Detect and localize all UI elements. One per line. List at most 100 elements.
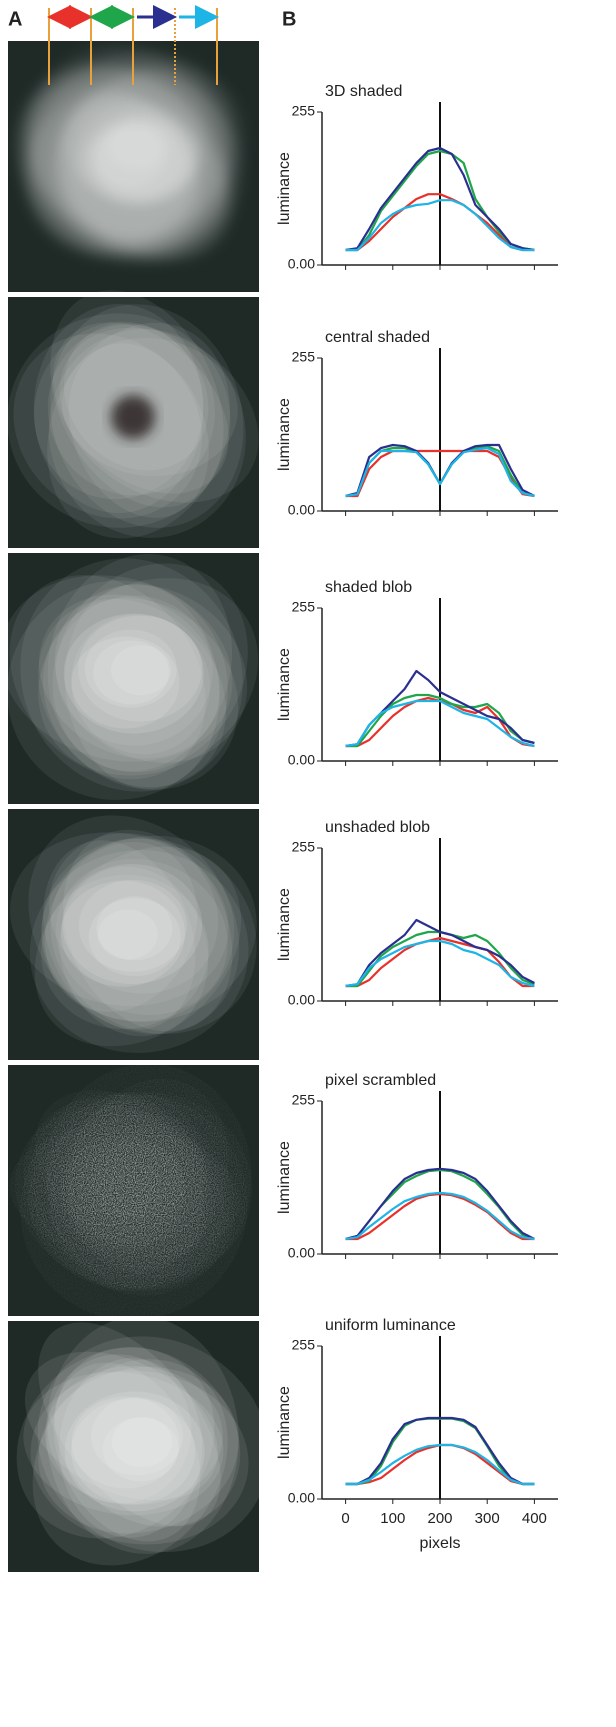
image-background [8, 809, 259, 1060]
blob-layer [34, 846, 242, 1047]
blob-layer [9, 575, 206, 780]
blob-layer [46, 1316, 239, 1554]
blob-core [63, 613, 204, 734]
data-line [345, 1191, 535, 1241]
y-tick-label: 0.00 [288, 752, 315, 768]
data-line [345, 918, 535, 988]
blob-layer [71, 614, 211, 755]
blob-layer [38, 594, 220, 759]
y-tick-label: 255 [292, 1092, 316, 1108]
chart-title: unshaded blob [325, 819, 430, 836]
blob-layer [16, 1347, 215, 1539]
y-tick-label: 255 [292, 103, 316, 119]
y-tick-label: 0.00 [288, 256, 315, 272]
data-line [345, 1443, 535, 1486]
panel-letter: A [8, 8, 22, 30]
chart-title: uniform luminance [325, 1317, 456, 1334]
line-chart: uniform luminance luminance 0.00 255 0 100 200… [276, 1317, 558, 1552]
blob-core [64, 81, 205, 202]
y-tick-label: 0.00 [288, 992, 315, 1008]
stimulus-image [8, 1316, 269, 1572]
x-tick-label: 200 [427, 1510, 452, 1527]
blob-core [93, 640, 170, 705]
blob-layer [54, 1347, 241, 1527]
data-line [345, 1416, 535, 1486]
chart-title: 3D shaded [325, 83, 402, 100]
blob-core [71, 1396, 180, 1489]
line-chart: shaded blob luminance 0.00 255 [276, 579, 558, 768]
blob-layer [41, 835, 257, 1022]
data-line [345, 146, 535, 252]
blob-layer [38, 598, 227, 788]
y-axis-label: luminance [276, 1141, 293, 1214]
y-tick-label: 255 [292, 839, 316, 855]
charts: 3D shaded luminance 0.00 255 central shaded l… [276, 83, 558, 1552]
blob-layer [47, 554, 233, 772]
y-tick-label: 0.00 [288, 502, 315, 518]
blob-layer [41, 874, 209, 1030]
blob-layer [13, 333, 202, 519]
blob-layer [24, 1351, 218, 1501]
blob-layer [38, 578, 259, 776]
x-tick-label: 0 [341, 1510, 349, 1527]
y-axis-label: luminance [276, 398, 293, 471]
blob-core [71, 1398, 196, 1505]
blob-core [61, 880, 186, 987]
chart-title: shaded blob [325, 579, 412, 596]
blob-layer [59, 866, 209, 1037]
blob-layer [47, 1354, 192, 1504]
blob-layer [7, 580, 228, 800]
blob-core [88, 898, 181, 977]
data-line [345, 1167, 535, 1241]
image-background [8, 1321, 259, 1572]
dark-center [111, 395, 155, 439]
stimulus-images [0, 41, 269, 1572]
data-line [345, 693, 535, 748]
y-tick-label: 0.00 [288, 1245, 315, 1261]
blob [16, 1316, 269, 1566]
stimulus-image [8, 809, 259, 1060]
blob-layer [37, 1336, 269, 1553]
y-axis-label: luminance [276, 152, 293, 225]
blob-layer [41, 838, 235, 1022]
y-tick-label: 255 [292, 349, 316, 365]
blob-core [64, 1391, 205, 1512]
blob-layer [53, 1362, 201, 1542]
data-line [345, 1192, 535, 1241]
blob-layer [59, 1358, 203, 1538]
blob-core [78, 879, 187, 972]
stimulus-image [8, 41, 259, 292]
blob-core [111, 1417, 172, 1468]
blob-core [111, 645, 172, 696]
y-axis-label: luminance [276, 648, 293, 721]
data-line [345, 193, 535, 252]
blob-layer [63, 829, 233, 1032]
blob-core [91, 1397, 184, 1476]
blob-layer [38, 1322, 221, 1527]
line-chart: central shaded luminance 0.00 255 [276, 329, 558, 518]
blob-layer [28, 815, 240, 1035]
blob-layer [44, 841, 198, 1012]
blob-layer [30, 1370, 249, 1545]
x-tick-label: 400 [522, 1510, 547, 1527]
blob-layer [49, 833, 219, 994]
blob-core [67, 1126, 208, 1247]
stimulus-image [0, 553, 259, 804]
y-axis-label: luminance [276, 1386, 293, 1459]
chart-title: pixel scrambled [325, 1072, 436, 1089]
blob-layer [54, 584, 248, 763]
line-chart: 3D shaded luminance 0.00 255 [276, 83, 558, 272]
blob-layer [38, 1366, 239, 1534]
blob-layer [20, 558, 243, 792]
blob-layer [32, 1359, 228, 1566]
stimulus-image [7, 290, 259, 548]
data-line [345, 936, 535, 988]
blob-layer [50, 838, 257, 1034]
x-axis-label: pixels [420, 1535, 461, 1552]
data-line [345, 446, 535, 498]
blob-core [78, 615, 203, 722]
blob-core [97, 909, 158, 960]
blob [0, 554, 259, 800]
measurement-arrows [47, 5, 219, 85]
